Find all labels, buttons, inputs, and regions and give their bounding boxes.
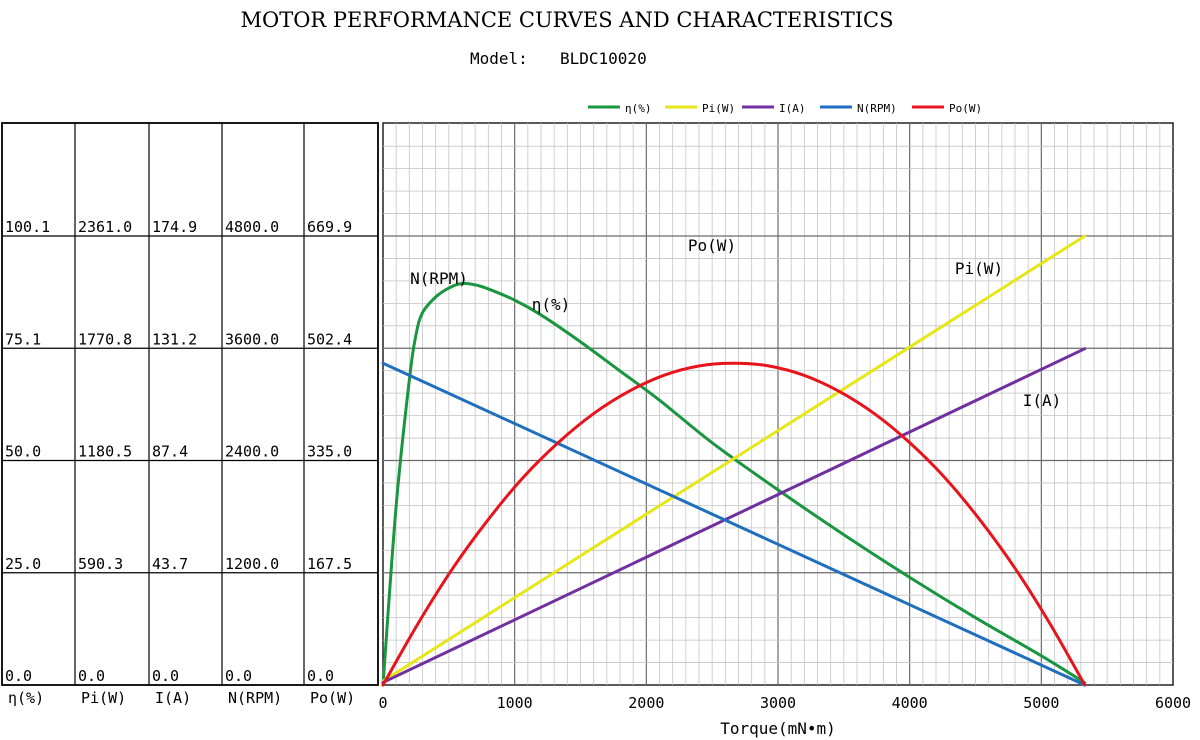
x-tick-label: 1000 [497,694,533,712]
table-header-eta: η(%) [8,689,44,707]
table-cell: 2361.0 [78,218,132,236]
x-tick-label: 4000 [892,694,928,712]
series-line-1 [381,234,1087,683]
x-axis-ticks: 0 1000 2000 3000 4000 5000 6000 [378,694,1191,712]
table-cell: 0.0 [5,667,32,685]
series-line-0 [381,281,1087,687]
series-line-4 [381,361,1087,687]
legend-entry-1: Pi(W) [702,102,735,115]
table-cell: 25.0 [5,555,41,573]
scale-table: 100.1 75.1 50.0 25.0 0.0 η(%) 2361.0 1770.8 1180… [1,122,379,707]
series-line-3 [381,361,1087,687]
table-cell: 0.0 [307,667,334,685]
table-frame [1,122,379,686]
table-cell: 669.9 [307,218,352,236]
curve-label-4: Po(W) [688,236,736,255]
table-cell: 2400.0 [225,443,279,461]
series-line-2 [381,347,1087,684]
legend-entry-3: N(RPM) [857,102,897,115]
table-cell: 502.4 [307,330,352,348]
curve-label-1: Pi(W) [955,259,1003,278]
table-cell: 131.2 [152,330,197,348]
x-tick-label: 6000 [1155,694,1191,712]
x-tick-label: 3000 [760,694,796,712]
table-cell: 1180.5 [78,443,132,461]
legend-entry-2: I(A) [779,102,806,115]
table-cell: 87.4 [152,443,188,461]
legend-entry-4: Po(W) [949,102,982,115]
table-cell: 174.9 [152,218,197,236]
chart-legend: η(%) Pi(W) I(A) N(RPM) Po(W) [588,102,982,115]
curves [381,234,1087,687]
table-cell: 0.0 [152,667,179,685]
curve-label-3: N(RPM) [410,269,468,288]
table-cell: 50.0 [5,443,41,461]
table-header-pi: Pi(W) [81,689,126,707]
model-label: Model: [470,49,528,68]
x-tick-label: 0 [378,694,387,712]
chart-title: MOTOR PERFORMANCE CURVES AND CHARACTERIS… [240,8,893,32]
table-cell: 1770.8 [78,330,132,348]
legend-entry-0: η(%) [625,102,652,115]
table-cell: 1200.0 [225,555,279,573]
plot-grid [382,122,1174,686]
x-axis-label: Torque(mN•m) [720,719,836,738]
table-cell: 0.0 [225,667,252,685]
curve-label-2: I(A) [1023,391,1062,410]
table-cell: 3600.0 [225,330,279,348]
table-cell: 167.5 [307,555,352,573]
table-header-po: Po(W) [310,689,355,707]
x-tick-label: 5000 [1023,694,1059,712]
table-cell: 590.3 [78,555,123,573]
table-cell: 4800.0 [225,218,279,236]
table-header-i: I(A) [155,689,191,707]
table-cell: 75.1 [5,330,41,348]
table-cell: 100.1 [5,218,50,236]
table-cell: 0.0 [78,667,105,685]
table-header-n: N(RPM) [228,689,282,707]
model-value: BLDC10020 [560,49,647,68]
curve-labels: η(%) Pi(W) I(A) N(RPM) Po(W) [410,236,1061,410]
table-cell: 335.0 [307,443,352,461]
table-cell: 43.7 [152,555,188,573]
curve-label-0: η(%) [532,295,571,314]
x-tick-label: 2000 [628,694,664,712]
